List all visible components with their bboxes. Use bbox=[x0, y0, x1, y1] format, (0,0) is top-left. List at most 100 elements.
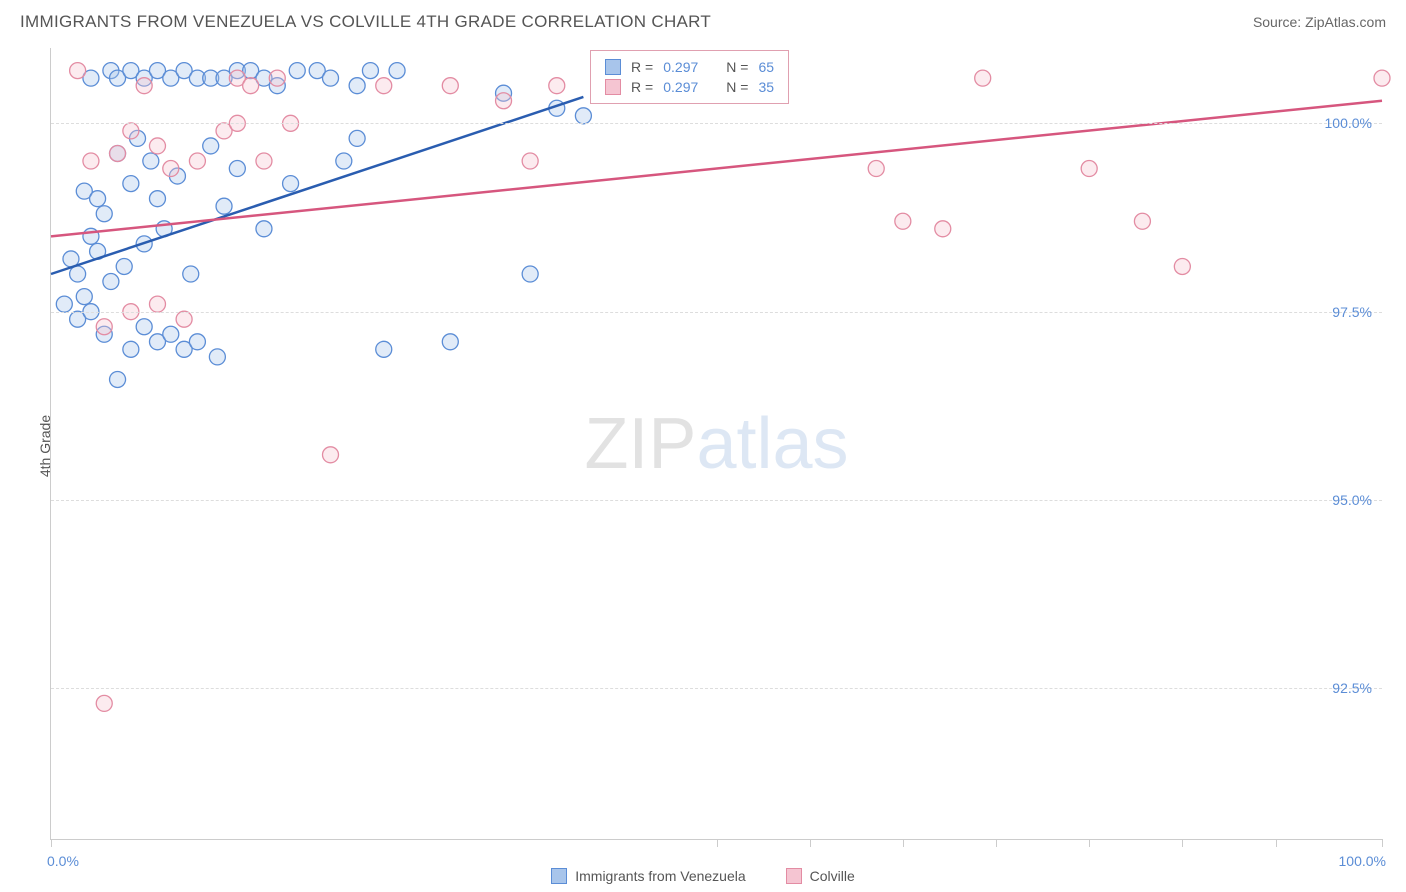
data-point bbox=[96, 206, 112, 222]
x-tick bbox=[1382, 839, 1383, 847]
scatter-svg bbox=[51, 48, 1382, 839]
data-point bbox=[90, 191, 106, 207]
stats-r-value: 0.297 bbox=[663, 59, 698, 75]
x-tick bbox=[810, 839, 811, 847]
data-point bbox=[895, 213, 911, 229]
x-tick bbox=[717, 839, 718, 847]
data-point bbox=[376, 78, 392, 94]
stats-r-value: 0.297 bbox=[663, 79, 698, 95]
data-point bbox=[442, 78, 458, 94]
data-point bbox=[136, 78, 152, 94]
correlation-stats-box: R = 0.297 N = 65 R = 0.297 N = 35 bbox=[590, 50, 789, 104]
plot-area: ZIPatlas R = 0.297 N = 65 R = 0.297 N = … bbox=[50, 48, 1382, 840]
data-point bbox=[123, 341, 139, 357]
data-point bbox=[163, 326, 179, 342]
data-point bbox=[269, 70, 285, 86]
data-point bbox=[70, 266, 86, 282]
stats-n-label: N = bbox=[726, 79, 748, 95]
data-point bbox=[229, 161, 245, 177]
stats-r-label: R = bbox=[631, 79, 653, 95]
gridline bbox=[51, 500, 1382, 501]
data-point bbox=[123, 123, 139, 139]
data-point bbox=[189, 334, 205, 350]
y-tick-label: 95.0% bbox=[1332, 492, 1372, 508]
data-point bbox=[289, 63, 305, 79]
data-point bbox=[76, 289, 92, 305]
data-point bbox=[96, 319, 112, 335]
data-point bbox=[868, 161, 884, 177]
y-tick-label: 97.5% bbox=[1332, 304, 1372, 320]
x-axis-max-label: 100.0% bbox=[1339, 853, 1386, 869]
data-point bbox=[1374, 70, 1390, 86]
data-point bbox=[336, 153, 352, 169]
legend-swatch-blue bbox=[551, 868, 567, 884]
data-point bbox=[256, 221, 272, 237]
gridline bbox=[51, 123, 1382, 124]
stats-n-label: N = bbox=[726, 59, 748, 75]
stats-row: R = 0.297 N = 65 bbox=[605, 57, 774, 77]
data-point bbox=[136, 319, 152, 335]
data-point bbox=[149, 296, 165, 312]
data-point bbox=[70, 63, 86, 79]
data-point bbox=[1081, 161, 1097, 177]
data-point bbox=[183, 266, 199, 282]
data-point bbox=[376, 341, 392, 357]
data-point bbox=[243, 78, 259, 94]
data-point bbox=[1134, 213, 1150, 229]
gridline bbox=[51, 312, 1382, 313]
data-point bbox=[549, 78, 565, 94]
chart-header: IMMIGRANTS FROM VENEZUELA VS COLVILLE 4T… bbox=[0, 0, 1406, 42]
gridline bbox=[51, 688, 1382, 689]
data-point bbox=[189, 153, 205, 169]
y-tick-label: 100.0% bbox=[1325, 115, 1372, 131]
stats-r-label: R = bbox=[631, 59, 653, 75]
stats-swatch-pink bbox=[605, 79, 621, 95]
data-point bbox=[149, 191, 165, 207]
data-point bbox=[216, 198, 232, 214]
data-point bbox=[176, 311, 192, 327]
data-point bbox=[522, 153, 538, 169]
data-point bbox=[389, 63, 405, 79]
data-point bbox=[496, 93, 512, 109]
x-tick bbox=[903, 839, 904, 847]
data-point bbox=[323, 70, 339, 86]
x-tick bbox=[51, 839, 52, 847]
data-point bbox=[442, 334, 458, 350]
legend-label: Immigrants from Venezuela bbox=[575, 868, 745, 884]
data-point bbox=[209, 349, 225, 365]
data-point bbox=[83, 153, 99, 169]
stats-n-value: 65 bbox=[758, 59, 774, 75]
data-point bbox=[163, 161, 179, 177]
x-tick bbox=[1276, 839, 1277, 847]
legend-swatch-pink bbox=[786, 868, 802, 884]
chart-title: IMMIGRANTS FROM VENEZUELA VS COLVILLE 4T… bbox=[20, 12, 711, 32]
data-point bbox=[575, 108, 591, 124]
data-point bbox=[143, 153, 159, 169]
chart-source: Source: ZipAtlas.com bbox=[1253, 14, 1386, 30]
data-point bbox=[116, 258, 132, 274]
stats-n-value: 35 bbox=[758, 79, 774, 95]
data-point bbox=[149, 138, 165, 154]
trend-line bbox=[51, 101, 1382, 237]
data-point bbox=[110, 371, 126, 387]
data-point bbox=[349, 78, 365, 94]
data-point bbox=[256, 153, 272, 169]
y-tick-label: 92.5% bbox=[1332, 680, 1372, 696]
data-point bbox=[362, 63, 378, 79]
x-tick bbox=[996, 839, 997, 847]
data-point bbox=[323, 447, 339, 463]
stats-swatch-blue bbox=[605, 59, 621, 75]
data-point bbox=[975, 70, 991, 86]
data-point bbox=[283, 176, 299, 192]
stats-row: R = 0.297 N = 35 bbox=[605, 77, 774, 97]
data-point bbox=[349, 130, 365, 146]
data-point bbox=[935, 221, 951, 237]
x-tick bbox=[1089, 839, 1090, 847]
data-point bbox=[203, 138, 219, 154]
data-point bbox=[56, 296, 72, 312]
legend-item: Immigrants from Venezuela bbox=[551, 868, 745, 884]
data-point bbox=[110, 145, 126, 161]
legend-label: Colville bbox=[810, 868, 855, 884]
data-point bbox=[522, 266, 538, 282]
legend-item: Colville bbox=[786, 868, 855, 884]
